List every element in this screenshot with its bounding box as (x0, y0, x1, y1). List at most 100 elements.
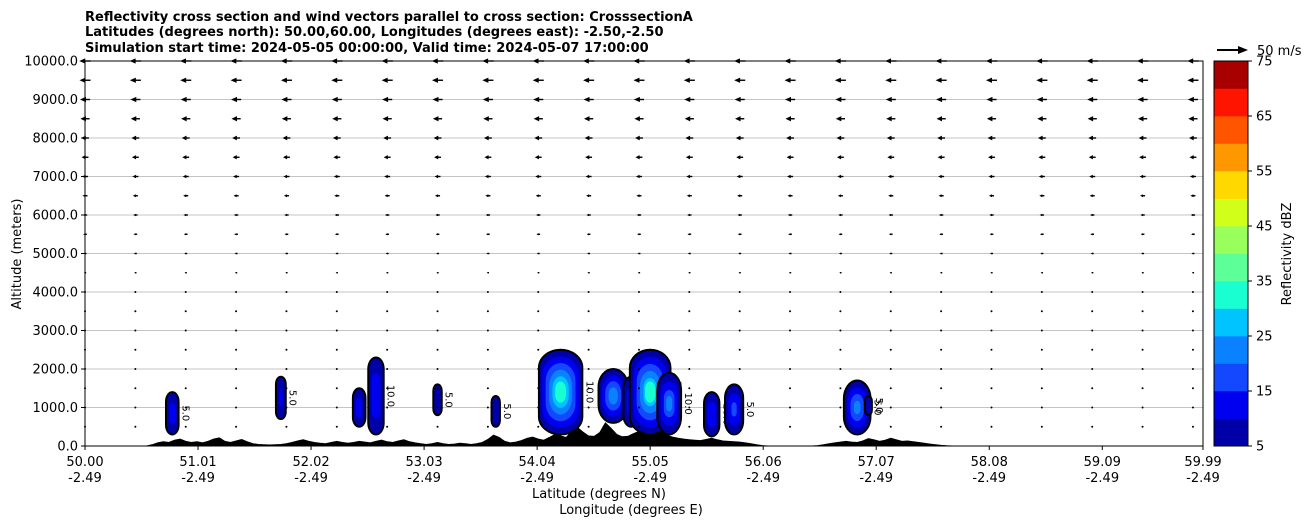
wind-vector-head (736, 174, 741, 179)
wind-vector (231, 116, 241, 122)
wind-vector-head (635, 135, 640, 141)
wind-vector (939, 252, 943, 255)
wind-vector-head (635, 155, 640, 160)
wind-vector-head (230, 77, 237, 83)
wind-vector-head (333, 174, 338, 179)
wind-vector-head (1187, 77, 1194, 83)
reflectivity-contour (731, 402, 737, 417)
wind-vector-head (1037, 135, 1043, 141)
wind-vector (1141, 329, 1144, 332)
wind-vector-head (787, 194, 791, 198)
wind-vector (184, 425, 187, 428)
wind-vector (586, 194, 592, 198)
wind-vector-head (1040, 233, 1043, 236)
wind-vector-head (936, 96, 943, 103)
wind-vector-head (436, 272, 438, 274)
wind-vector-head (684, 96, 691, 103)
wind-vector (335, 387, 338, 390)
wind-vector (1141, 291, 1144, 293)
wind-vector (989, 252, 993, 255)
wind-vector (634, 116, 644, 122)
wind-vector (990, 425, 993, 428)
wind-vector (888, 213, 893, 217)
wind-vector (637, 368, 640, 370)
wind-vector-head (888, 233, 892, 236)
wind-vector (684, 116, 694, 122)
wind-vector (889, 272, 892, 274)
wind-vector-head (1039, 194, 1043, 198)
wind-vector (1188, 116, 1198, 122)
colorbar-segment (1214, 363, 1248, 392)
wind-vector (1040, 348, 1043, 351)
wind-vector (235, 329, 238, 332)
wind-vector (1040, 272, 1043, 274)
wind-vector-head (334, 213, 338, 217)
wind-vector-head (331, 77, 338, 83)
wind-vector-head (1137, 77, 1144, 83)
wind-vector (331, 96, 342, 103)
wind-vector (335, 425, 338, 428)
wind-vector (885, 77, 897, 83)
wind-vector (738, 291, 741, 293)
wind-vector (486, 233, 490, 236)
reflectivity-cell: 5.0 (863, 394, 884, 417)
wind-vector (232, 155, 240, 160)
wind-vector (436, 272, 439, 274)
colorbar-segment (1214, 391, 1248, 419)
colorbar-segment (1214, 336, 1248, 364)
wind-vector (839, 310, 842, 313)
wind-vector (486, 329, 489, 332)
wind-vector-head (435, 213, 438, 217)
wind-vector-head (284, 252, 287, 255)
wind-vector (687, 233, 692, 236)
wind-vector-head (686, 194, 690, 198)
wind-vector (537, 348, 540, 351)
colorbar: 5 15 25 35 45 55 65 75 (1213, 55, 1273, 455)
wind-vector (184, 291, 187, 293)
wind-vector-head (485, 213, 489, 217)
wind-vector (434, 155, 441, 160)
wind-vector-head (839, 272, 841, 274)
wind-vector (938, 174, 945, 179)
wind-vector (1140, 194, 1146, 198)
wind-vector (788, 233, 792, 236)
wind-vector (839, 348, 842, 351)
wind-vector (436, 368, 439, 370)
y-tick-label: 9000.0 (33, 93, 79, 108)
colorbar-tick-label: 45 (1256, 220, 1273, 235)
wind-vector (885, 96, 896, 103)
wind-vector-head (583, 77, 590, 83)
wind-vector-head (1138, 135, 1144, 141)
wind-vector (988, 155, 995, 160)
wind-vector-head (233, 174, 237, 179)
wind-vector-head (133, 233, 136, 236)
wind-vector-head (637, 233, 640, 236)
wind-vector (637, 348, 640, 351)
reflectivity-cell: 5.0 (432, 383, 454, 417)
y-axis-label: Altitude (meters) (10, 199, 25, 310)
colorbar-tick-label: 5 (1256, 440, 1264, 455)
wind-vector (889, 291, 892, 293)
wind-vector (688, 329, 691, 332)
wind-vector (384, 213, 390, 217)
wind-vector (1040, 252, 1044, 255)
wind-vector-head (637, 272, 640, 274)
wind-vector (486, 425, 489, 428)
wind-vector (586, 233, 591, 236)
wind-vector (1040, 233, 1044, 236)
y-tick-label: 7000.0 (33, 170, 79, 185)
reflectivity-cell: 10.0 (656, 371, 693, 436)
wind-vector (386, 310, 389, 313)
wind-vector-head (233, 194, 237, 198)
wind-vector (938, 213, 944, 217)
wind-vector (635, 174, 642, 179)
wind-vector-head (1038, 174, 1043, 179)
wind-vector (988, 174, 995, 179)
wind-vector (1141, 252, 1145, 255)
wind-vector-head (433, 135, 439, 141)
wind-vector (939, 233, 943, 236)
wind-vector (534, 135, 543, 141)
x-tick-label-lat: 50.00 (66, 455, 103, 470)
wind-vector (940, 368, 943, 370)
wind-vector-head (382, 96, 389, 103)
